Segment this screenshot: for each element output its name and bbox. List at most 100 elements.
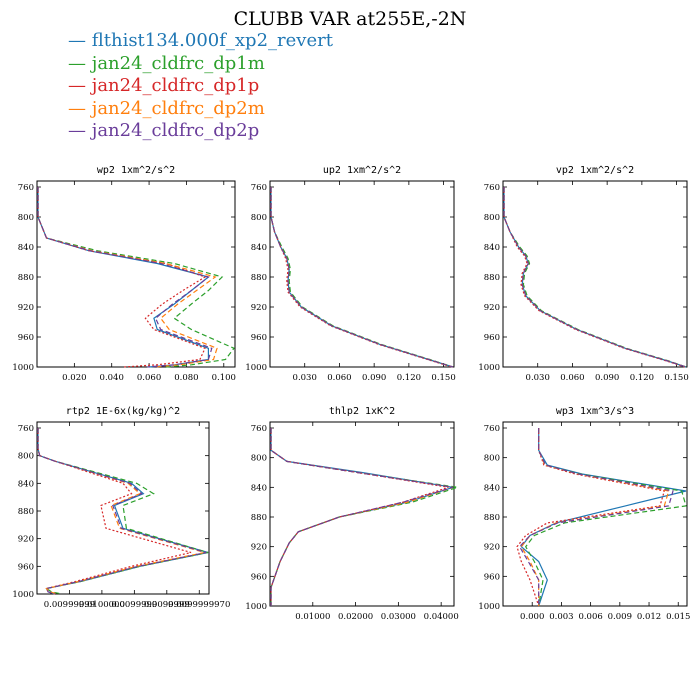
series-line xyxy=(503,187,687,368)
legend: — flthist134.000f_xp2_revert — jan24_cld… xyxy=(68,30,333,143)
series-line xyxy=(270,187,454,368)
x-tick-label: 0.00999999 xyxy=(44,600,95,610)
series-line xyxy=(270,187,454,368)
x-tick-label: 0.003 xyxy=(549,612,573,622)
legend-marker: — xyxy=(68,97,86,119)
y-tick-label: 1000 xyxy=(245,363,267,373)
chart-panel: wp3 1xm^3/s^3 760 800 840 880 920 960 1000 0.000… xyxy=(478,406,690,622)
series-line xyxy=(520,428,687,607)
panel-title: rtp2 1E-6x(kg/kg)^2 xyxy=(66,406,180,417)
x-tick-label: 0.080 xyxy=(174,373,198,383)
y-tick-label: 880 xyxy=(18,273,34,283)
y-tick-label: 760 xyxy=(251,183,267,193)
y-tick-label: 840 xyxy=(251,243,267,253)
y-tick-label: 760 xyxy=(18,424,34,434)
series-line xyxy=(37,428,209,595)
x-tick-label: 0.03000 xyxy=(381,612,416,622)
y-tick-label: 840 xyxy=(18,243,34,253)
y-tick-label: 760 xyxy=(484,424,500,434)
chart-panel: wp2 1xm^2/s^2 760 800 840 880 920 960 1000 0.020… xyxy=(12,165,236,383)
series-line xyxy=(524,428,687,607)
y-tick-label: 880 xyxy=(484,273,500,283)
x-tick-label: 0.060 xyxy=(137,373,161,383)
y-tick-label: 880 xyxy=(484,513,500,523)
y-tick-label: 1000 xyxy=(478,602,500,612)
series-line xyxy=(503,187,687,368)
y-tick-label: 920 xyxy=(251,303,267,313)
y-tick-label: 920 xyxy=(251,543,267,553)
plot-frame xyxy=(36,180,236,368)
y-tick-label: 1000 xyxy=(12,363,34,373)
plot-frame xyxy=(502,180,688,368)
y-tick-label: 840 xyxy=(484,243,500,253)
y-tick-label: 760 xyxy=(484,183,500,193)
series-line xyxy=(518,428,674,606)
series-line xyxy=(270,187,452,368)
y-tick-label: 880 xyxy=(251,273,267,283)
legend-entry: — flthist134.000f_xp2_revert xyxy=(68,30,333,53)
series-line xyxy=(37,428,209,595)
series-line xyxy=(270,428,454,606)
series-line xyxy=(270,428,454,606)
legend-marker: — xyxy=(68,30,86,51)
chart-panel: up2 1xm^2/s^2 760 800 840 880 920 960 1000 0.030… xyxy=(245,165,455,383)
legend-label: flthist134.000f_xp2_revert xyxy=(91,30,333,51)
legend-marker: — xyxy=(68,120,86,141)
chart-panel: rtp2 1E-6x(kg/kg)^2 760 800 840 880 920 960 100… xyxy=(12,406,230,610)
y-tick-label: 880 xyxy=(251,513,267,523)
y-tick-label: 960 xyxy=(484,572,500,582)
x-tick-label: 0.030 xyxy=(293,373,317,383)
x-tick-label: 0.100 xyxy=(212,373,236,383)
y-tick-label: 1000 xyxy=(12,590,34,600)
x-tick-label: 0.01000 xyxy=(295,612,330,622)
x-tick-label: 0.040 xyxy=(100,373,124,383)
y-tick-label: 920 xyxy=(484,543,500,553)
series-line xyxy=(37,428,192,595)
series-line xyxy=(270,428,449,606)
series-line xyxy=(37,187,213,368)
legend-label: jan24_cldfrc_dp2m xyxy=(91,97,265,119)
x-tick-label: 0.0099999970 xyxy=(168,600,230,610)
x-tick-label: 0.120 xyxy=(397,373,421,383)
legend-label: jan24_cldfrc_dp1p xyxy=(91,75,260,96)
y-tick-label: 760 xyxy=(18,183,34,193)
y-tick-label: 800 xyxy=(484,454,500,464)
y-tick-label: 960 xyxy=(251,333,267,343)
y-tick-label: 800 xyxy=(251,454,267,464)
x-tick-label: 0.0099999 xyxy=(111,600,157,610)
series-line xyxy=(270,187,454,368)
x-tick-label: 0.060 xyxy=(560,373,584,383)
y-tick-label: 800 xyxy=(18,452,34,462)
plot-frame xyxy=(502,421,688,607)
y-tick-label: 840 xyxy=(18,479,34,489)
x-tick-label: 0.006 xyxy=(578,612,602,622)
y-tick-label: 1000 xyxy=(478,363,500,373)
x-tick-label: 0.0100000 xyxy=(79,600,125,610)
chart-panel: thlp2 1xK^2 760 800 840 880 920 960 1000 0.01000… xyxy=(245,406,458,622)
panel-title: wp2 1xm^2/s^2 xyxy=(97,165,175,176)
y-tick-label: 920 xyxy=(18,535,34,545)
x-tick-label: 0.150 xyxy=(664,373,688,383)
y-tick-label: 960 xyxy=(18,562,34,572)
y-tick-label: 800 xyxy=(251,213,267,223)
y-tick-label: 880 xyxy=(18,507,34,517)
series-line xyxy=(503,187,687,368)
legend-label: jan24_cldfrc_dp2p xyxy=(91,120,260,141)
legend-entry: — jan24_cldfrc_dp1m xyxy=(68,53,333,76)
series-line xyxy=(503,187,685,368)
panel-title: wp3 1xm^3/s^3 xyxy=(556,406,634,417)
legend-entry: — jan24_cldfrc_dp2m xyxy=(68,98,333,121)
y-tick-label: 840 xyxy=(251,483,267,493)
series-line xyxy=(270,187,454,368)
x-tick-label: 0.04000 xyxy=(424,612,459,622)
y-tick-label: 920 xyxy=(18,303,34,313)
x-tick-label: 0.020 xyxy=(62,373,86,383)
x-tick-label: 0.030 xyxy=(526,373,550,383)
x-tick-label: 0.000 xyxy=(520,612,544,622)
series-line xyxy=(270,428,454,606)
x-tick-label: 0.120 xyxy=(630,373,654,383)
series-line xyxy=(37,428,207,595)
x-tick-label: 0.02000 xyxy=(338,612,373,622)
figure-title: CLUBB VAR at255E,-2N xyxy=(233,8,467,30)
panel-title: vp2 1xm^2/s^2 xyxy=(556,165,634,176)
